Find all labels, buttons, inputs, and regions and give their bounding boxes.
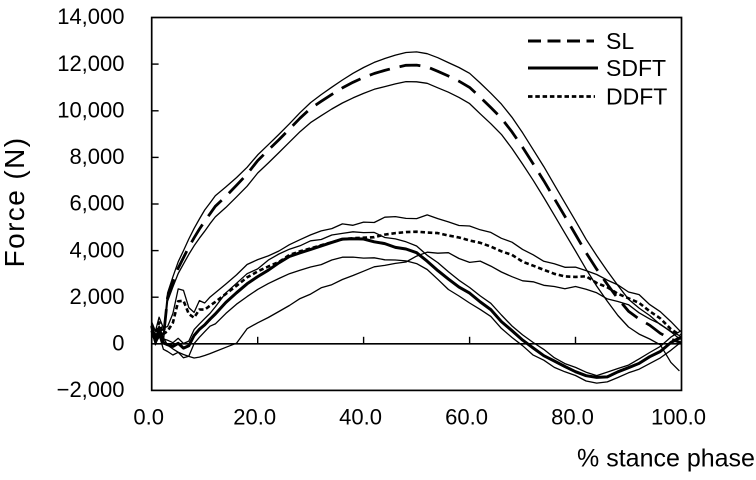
svg-text:DDFT: DDFT	[606, 84, 667, 110]
svg-text:0.0: 0.0	[133, 405, 164, 430]
svg-text:10,000: 10,000	[57, 98, 124, 123]
svg-text:40.0: 40.0	[339, 405, 382, 430]
svg-text:2,000: 2,000	[69, 284, 124, 309]
svg-text:SDFT: SDFT	[606, 55, 666, 81]
svg-text:0: 0	[112, 331, 124, 356]
svg-text:6,000: 6,000	[69, 191, 124, 216]
svg-text:60.0: 60.0	[445, 405, 488, 430]
svg-text:SL: SL	[606, 28, 634, 54]
svg-text:12,000: 12,000	[57, 51, 124, 76]
svg-text:8,000: 8,000	[69, 144, 124, 169]
svg-text:20.0: 20.0	[233, 405, 276, 430]
svg-text:4,000: 4,000	[69, 237, 124, 262]
svg-text:Force (N): Force (N)	[0, 137, 30, 268]
svg-text:−2,000: −2,000	[57, 377, 125, 402]
svg-text:100.0: 100.0	[651, 405, 706, 430]
svg-text:14,000: 14,000	[57, 4, 124, 29]
svg-text:80.0: 80.0	[551, 405, 594, 430]
svg-text:% stance phase: % stance phase	[577, 445, 755, 473]
